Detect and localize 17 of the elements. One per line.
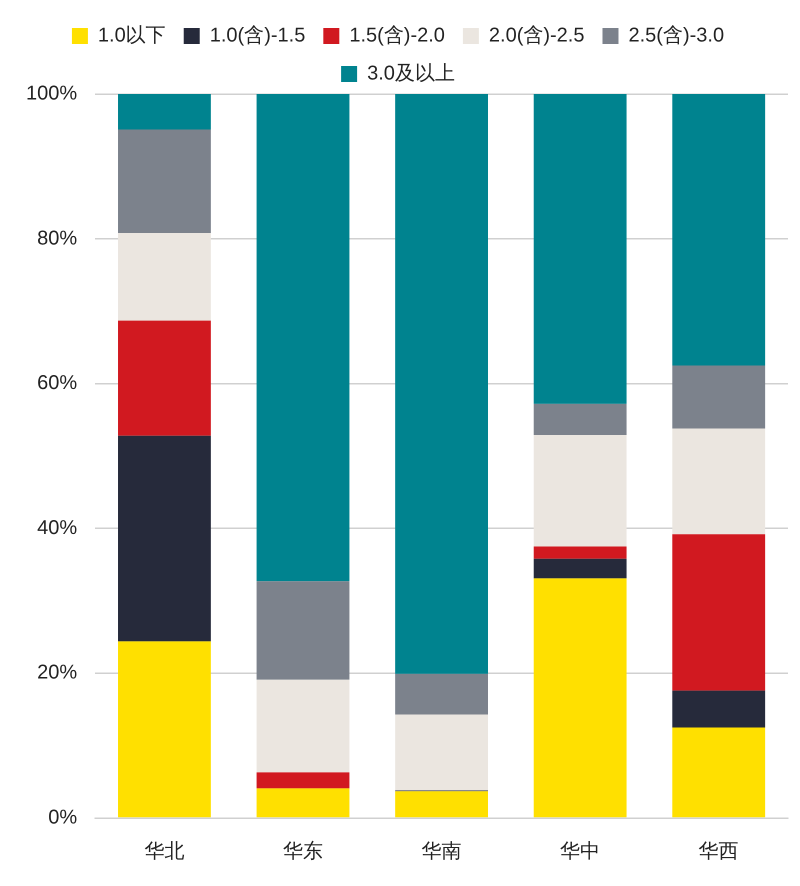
y-tick-label: 100% [26,82,78,105]
legend-label: 2.5(含)-3.0 [628,24,724,47]
y-tick-label: 60% [37,372,78,394]
legend-label: 2.0(含)-2.5 [488,24,584,47]
legend-label: 3.0及以上 [367,62,455,85]
y-tick-label: 40% [37,516,78,539]
y-tick-label: 80% [37,227,78,250]
legend-label: 1.5(含)-2.0 [349,24,445,47]
x-tick-label: 华东 [283,840,324,863]
x-tick-label: 华中 [560,840,600,863]
legend-label: 1.0(含)-1.5 [210,24,306,47]
x-tick-label: 华西 [698,840,739,863]
y-tick-label: 20% [37,662,78,684]
y-tick-label: 0% [48,806,78,829]
legend-label: 1.0以下 [98,24,166,47]
x-tick-label: 华南 [422,840,462,863]
x-tick-label: 华北 [144,840,184,863]
